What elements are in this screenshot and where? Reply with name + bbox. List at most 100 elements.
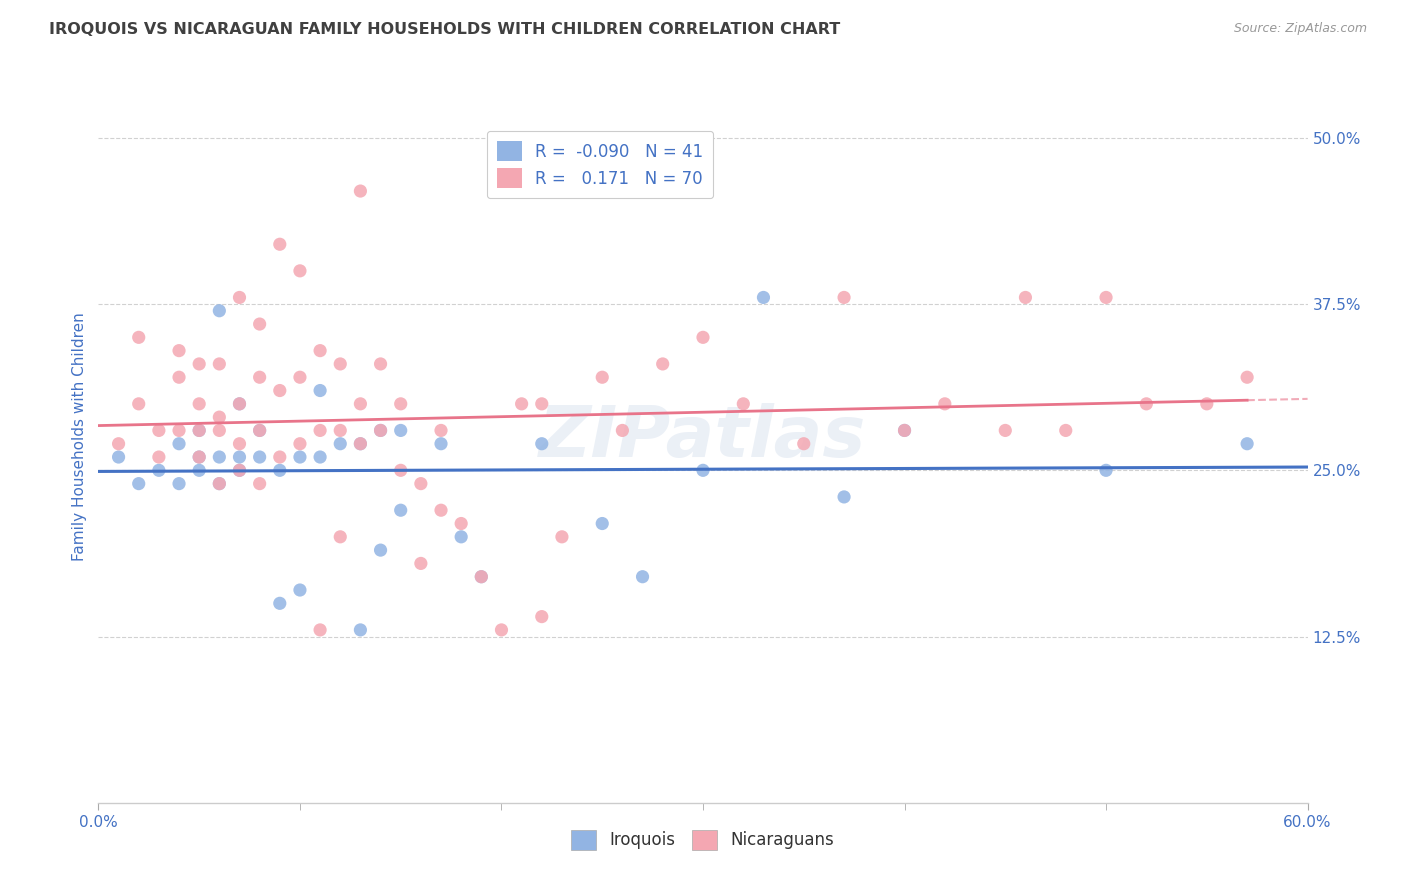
Point xyxy=(128,330,150,344)
Point xyxy=(430,424,453,438)
Point xyxy=(208,476,231,491)
Point xyxy=(389,463,412,477)
Point xyxy=(269,463,291,477)
Point xyxy=(1095,290,1118,304)
Point xyxy=(1236,436,1258,450)
Point xyxy=(167,424,190,438)
Point xyxy=(1236,370,1258,384)
Point xyxy=(752,290,775,304)
Point xyxy=(269,450,291,464)
Point xyxy=(167,370,190,384)
Point xyxy=(329,357,352,371)
Point xyxy=(530,609,553,624)
Point xyxy=(370,424,392,438)
Point xyxy=(288,264,311,278)
Point xyxy=(530,436,553,450)
Point xyxy=(349,184,371,198)
Point xyxy=(994,424,1017,438)
Point xyxy=(934,397,956,411)
Point xyxy=(309,343,332,358)
Text: Source: ZipAtlas.com: Source: ZipAtlas.com xyxy=(1233,22,1367,36)
Point xyxy=(188,450,211,464)
Point xyxy=(249,424,271,438)
Point xyxy=(692,330,714,344)
Point xyxy=(1135,397,1157,411)
Point xyxy=(832,490,855,504)
Point xyxy=(450,516,472,531)
Point xyxy=(148,463,170,477)
Point xyxy=(208,476,231,491)
Point xyxy=(269,384,291,398)
Point xyxy=(793,436,815,450)
Point xyxy=(370,543,392,558)
Point xyxy=(269,596,291,610)
Point xyxy=(128,476,150,491)
Point xyxy=(491,623,513,637)
Point xyxy=(208,357,231,371)
Point xyxy=(349,436,371,450)
Point xyxy=(188,463,211,477)
Point xyxy=(309,623,332,637)
Point xyxy=(409,557,432,571)
Point xyxy=(188,450,211,464)
Point xyxy=(430,503,453,517)
Point xyxy=(188,357,211,371)
Point xyxy=(1095,463,1118,477)
Point xyxy=(591,516,613,531)
Point xyxy=(228,463,250,477)
Point xyxy=(510,397,533,411)
Point xyxy=(188,424,211,438)
Point xyxy=(389,397,412,411)
Point xyxy=(148,450,170,464)
Point xyxy=(249,424,271,438)
Point xyxy=(409,476,432,491)
Point xyxy=(148,424,170,438)
Point xyxy=(329,530,352,544)
Point xyxy=(389,424,412,438)
Point xyxy=(107,436,129,450)
Point xyxy=(1195,397,1218,411)
Point xyxy=(208,424,231,438)
Point xyxy=(167,436,190,450)
Point xyxy=(309,384,332,398)
Point xyxy=(249,450,271,464)
Point xyxy=(167,476,190,491)
Point xyxy=(208,303,231,318)
Point xyxy=(370,357,392,371)
Point xyxy=(309,424,332,438)
Point xyxy=(893,424,915,438)
Point xyxy=(370,424,392,438)
Point xyxy=(1054,424,1077,438)
Point xyxy=(188,397,211,411)
Point xyxy=(208,410,231,425)
Point xyxy=(551,530,574,544)
Point xyxy=(832,290,855,304)
Point xyxy=(128,397,150,411)
Y-axis label: Family Households with Children: Family Households with Children xyxy=(72,313,87,561)
Point xyxy=(228,450,250,464)
Point xyxy=(733,397,755,411)
Point xyxy=(228,436,250,450)
Point xyxy=(893,424,915,438)
Point xyxy=(651,357,673,371)
Text: ZIPatlas: ZIPatlas xyxy=(540,402,866,472)
Point xyxy=(249,317,271,331)
Point xyxy=(249,476,271,491)
Point xyxy=(288,450,311,464)
Point xyxy=(470,570,492,584)
Point xyxy=(228,463,250,477)
Point xyxy=(188,424,211,438)
Point xyxy=(1014,290,1036,304)
Point xyxy=(612,424,634,438)
Point xyxy=(389,503,412,517)
Point xyxy=(450,530,472,544)
Point xyxy=(228,290,250,304)
Point xyxy=(309,450,332,464)
Point xyxy=(228,397,250,411)
Point xyxy=(329,436,352,450)
Point xyxy=(349,623,371,637)
Point xyxy=(269,237,291,252)
Point xyxy=(470,570,492,584)
Point xyxy=(167,343,190,358)
Point xyxy=(530,397,553,411)
